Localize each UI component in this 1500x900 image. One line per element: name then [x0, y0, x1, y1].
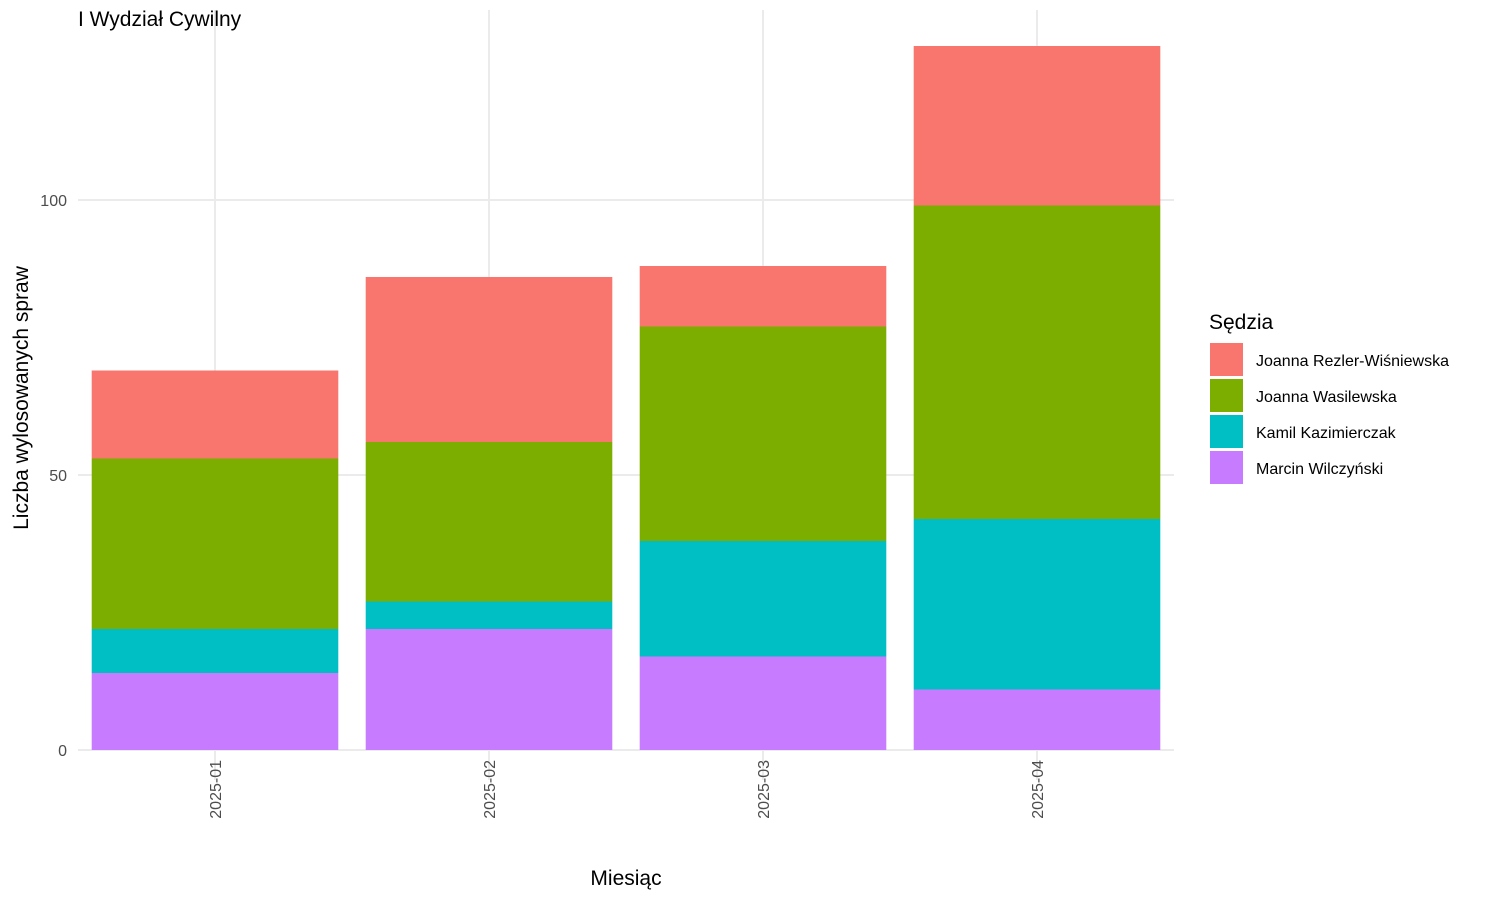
bar-segment	[91, 370, 339, 459]
bar-segment	[365, 277, 613, 442]
legend-key	[1210, 343, 1243, 376]
y-tick-labels: 0 50 100	[40, 193, 67, 760]
x-axis-title: Miesiąc	[590, 867, 661, 890]
legend-key	[1210, 379, 1243, 412]
x-tick-label: 2025-04	[1030, 760, 1047, 819]
bar-segment	[365, 629, 613, 750]
legend-key	[1210, 451, 1243, 484]
bar-segment	[913, 205, 1161, 519]
x-tick-label: 2025-01	[208, 760, 225, 819]
bar-segment	[639, 656, 887, 750]
bar-segment	[91, 458, 339, 629]
bar-segment	[913, 689, 1161, 750]
legend-label: Joanna Wasilewska	[1256, 389, 1397, 406]
legend: Sędzia Joanna Rezler-Wiśniewska Joanna Wa…	[1209, 311, 1449, 484]
bar-segment	[913, 46, 1161, 206]
bar-segment	[913, 519, 1161, 690]
bars	[91, 46, 1161, 750]
bar-segment	[639, 541, 887, 657]
legend-key	[1210, 415, 1243, 448]
x-tick-label: 2025-02	[482, 760, 499, 819]
legend-label: Joanna Rezler-Wiśniewska	[1256, 353, 1449, 370]
x-tick-labels: 2025-01 2025-02 2025-03 2025-04	[208, 760, 1047, 819]
bar-segment	[365, 442, 613, 602]
y-tick-label: 100	[40, 193, 67, 210]
x-tick-label: 2025-03	[756, 760, 773, 819]
legend-title: Sędzia	[1209, 311, 1274, 334]
bar-segment	[91, 673, 339, 750]
legend-label: Kamil Kazimierczak	[1256, 425, 1397, 442]
bar-segment	[639, 326, 887, 541]
bar-segment	[639, 266, 887, 327]
y-tick-label: 0	[58, 743, 67, 760]
bar-segment	[365, 601, 613, 629]
y-tick-label: 50	[49, 468, 67, 485]
chart-title: I Wydział Cywilny	[78, 8, 242, 31]
legend-label: Marcin Wilczyński	[1256, 461, 1383, 478]
y-axis-title: Liczba wylosowanych spraw	[10, 265, 33, 530]
bar-segment	[91, 629, 339, 673]
